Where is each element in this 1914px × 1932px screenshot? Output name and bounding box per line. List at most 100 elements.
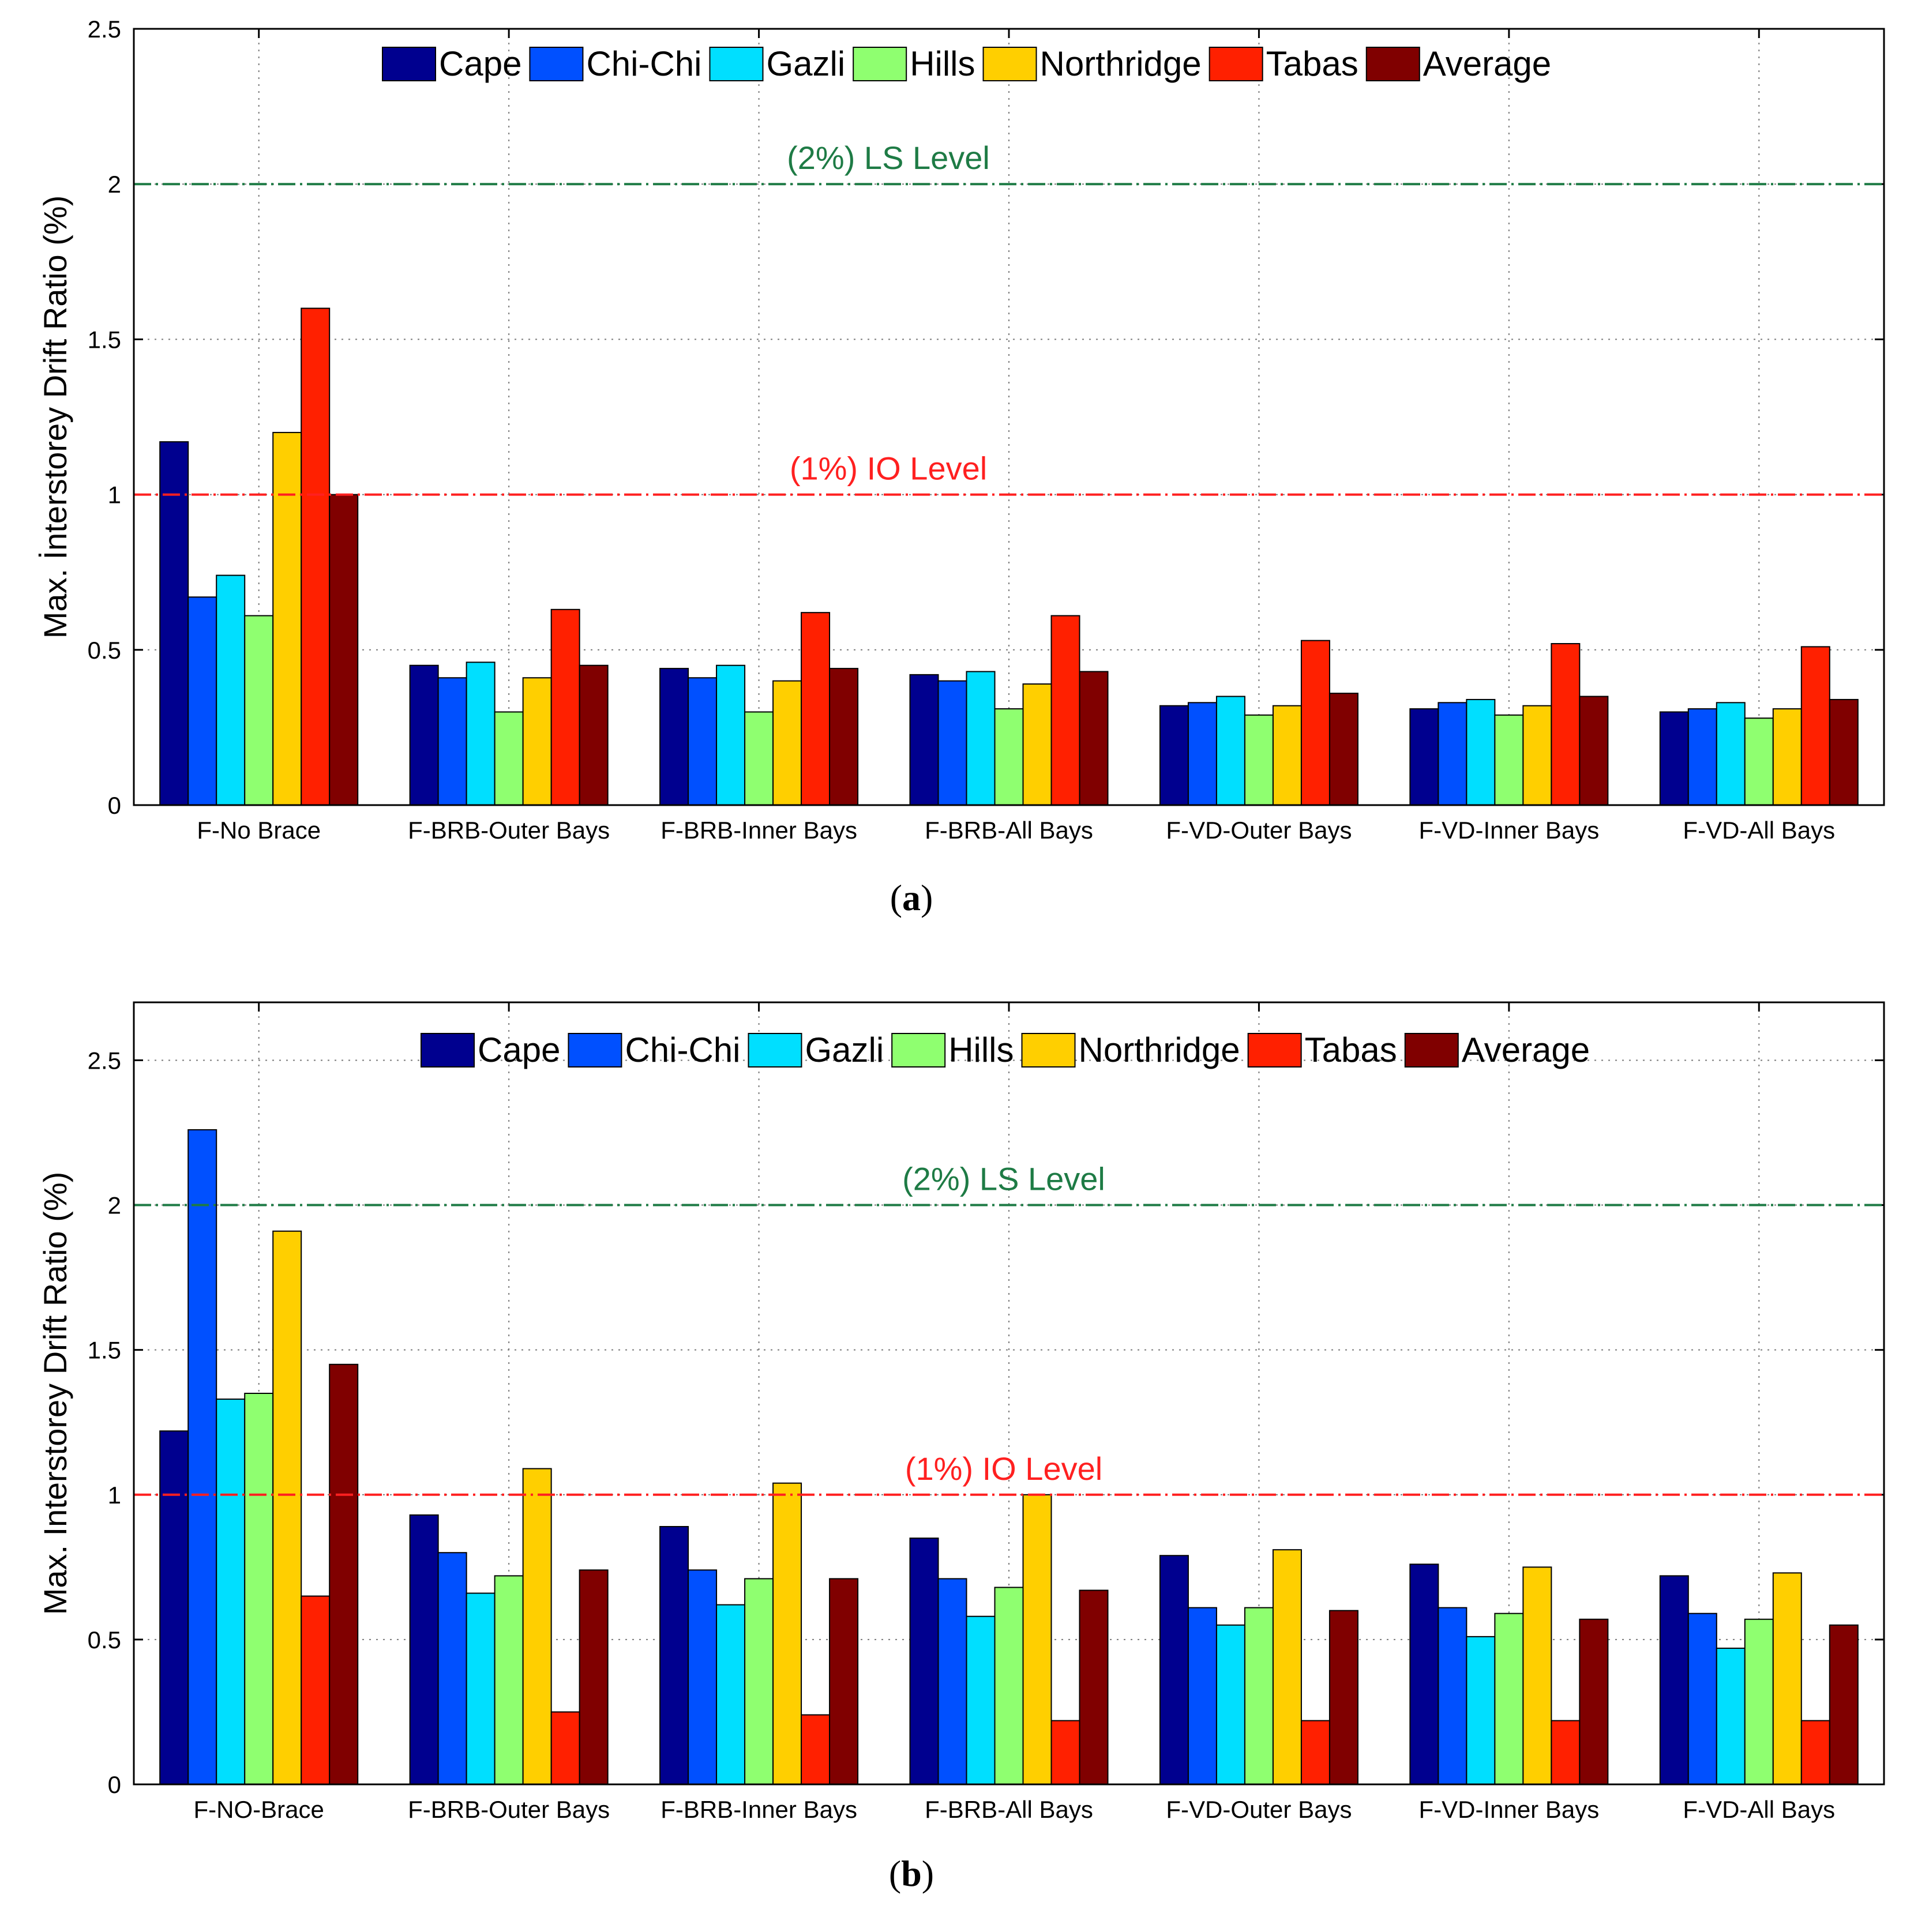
legend: Cape Chi-Chi Gazli Hills Northridge Tabas Aver…: [421, 1031, 1590, 1069]
bar-cape: [159, 441, 189, 806]
legend-label: Cape: [439, 44, 521, 83]
reference-line-label: (2%) LS Level: [787, 140, 990, 176]
bar-tabas: [1050, 1720, 1080, 1786]
bar-tabas: [1551, 643, 1581, 806]
chart-panel-a: 0 0.5 1 1.5 2 2.5 (2%) LS Level (1%) IO Level F-…: [37, 16, 1885, 918]
legend-label: Tabas: [1266, 44, 1358, 83]
bar-tabas: [1551, 1720, 1581, 1786]
bar-cape: [909, 1538, 939, 1785]
bar-cape: [1159, 705, 1189, 806]
x-tick-label: F-BRB-All Bays: [925, 817, 1093, 844]
legend-label: Chi-Chi: [625, 1031, 740, 1069]
bar-northridge: [522, 677, 552, 806]
bar-hills: [744, 1578, 774, 1785]
bar-chi-chi: [437, 1552, 467, 1785]
bar-cape: [409, 1514, 439, 1786]
bar-northridge: [1022, 1494, 1052, 1786]
legend-swatch: [529, 47, 584, 81]
bar-cape: [909, 674, 939, 806]
legend-label: Cape: [478, 1031, 560, 1069]
bar-cape: [1659, 711, 1689, 806]
bar-cape: [159, 1430, 189, 1785]
x-tick-label: F-NO-Brace: [194, 1796, 324, 1823]
x-tick-label: F-BRB-Outer Bays: [408, 1796, 610, 1823]
legend-label: Tabas: [1305, 1031, 1397, 1069]
bar-gazli: [716, 1604, 746, 1786]
bar-average: [829, 668, 859, 806]
reference-line-label: (1%) IO Level: [790, 450, 987, 487]
legend-swatch: [382, 47, 436, 81]
bar-northridge: [1772, 1572, 1802, 1785]
legend-swatch: [982, 47, 1037, 81]
legend-swatch: [1021, 1033, 1076, 1068]
x-tick-label: F-VD-Inner Bays: [1418, 1796, 1599, 1823]
bar-cape: [1159, 1555, 1189, 1785]
bar-gazli: [1716, 1647, 1746, 1786]
figure-caption: (b): [889, 1853, 934, 1894]
y-tick-label: 2: [108, 1192, 121, 1219]
legend-label: Gazli: [766, 44, 845, 83]
bar-hills: [994, 708, 1024, 806]
bar-northridge: [1022, 683, 1052, 806]
bar-tabas: [801, 612, 831, 806]
bar-tabas: [801, 1714, 831, 1785]
y-axis-label: Max. İnterstorey Drift Ratio (%): [37, 196, 73, 639]
x-tick-label: F-No Brace: [197, 817, 321, 844]
bar-average: [1829, 698, 1859, 806]
bar-tabas: [1300, 640, 1330, 806]
bar-average: [1579, 696, 1609, 806]
bar-cape: [659, 668, 689, 806]
legend-swatch: [853, 47, 907, 81]
bar-average: [1079, 1589, 1109, 1786]
y-tick-label: 0: [108, 1771, 121, 1798]
legend: Cape Chi-Chi Gazli Hills Northridge Tabas Aver…: [382, 44, 1551, 83]
bar-northridge: [1272, 705, 1302, 806]
bar-tabas: [301, 307, 331, 806]
x-tick-label: F-VD-Outer Bays: [1166, 817, 1352, 844]
bar-chi-chi: [437, 677, 467, 806]
bar-average: [1829, 1624, 1859, 1786]
figure-caption: (a): [890, 877, 933, 918]
x-tick-label: F-BRB-All Bays: [925, 1796, 1093, 1823]
bar-northridge: [772, 1482, 802, 1786]
bar-chi-chi: [937, 1578, 967, 1785]
bar-hills: [244, 1393, 274, 1785]
bar-hills: [1744, 1618, 1774, 1786]
bar-gazli: [716, 664, 746, 806]
y-tick-label: 2.5: [88, 1047, 121, 1074]
bar-tabas: [1800, 646, 1830, 806]
y-tick-label: 1.5: [88, 1337, 121, 1364]
x-tick-label: F-BRB-Inner Bays: [660, 817, 857, 844]
y-tick-label: 0.5: [88, 637, 121, 664]
bar-gazli: [466, 661, 496, 806]
bar-hills: [244, 615, 274, 806]
bar-chi-chi: [1438, 1607, 1468, 1786]
bar-cape: [1659, 1575, 1689, 1785]
bar-gazli: [1466, 1636, 1496, 1786]
bar-chi-chi: [937, 680, 967, 806]
x-tick-label: F-VD-Outer Bays: [1166, 1796, 1352, 1823]
x-tick-label: F-VD-All Bays: [1683, 1796, 1835, 1823]
y-tick-label: 1: [108, 1482, 121, 1509]
bar-tabas: [1300, 1720, 1330, 1786]
bar-tabas: [301, 1595, 331, 1786]
bar-cape: [409, 664, 439, 806]
y-tick-label: 0.5: [88, 1626, 121, 1653]
legend-swatch: [1209, 47, 1263, 81]
y-tick-label: 2.5: [88, 16, 121, 43]
legend-swatch: [1247, 1033, 1302, 1068]
bar-tabas: [550, 608, 580, 806]
bar-average: [329, 1363, 359, 1786]
bar-gazli: [1466, 698, 1496, 806]
bar-hills: [994, 1587, 1024, 1785]
bar-chi-chi: [1687, 708, 1717, 806]
axes-frame: [133, 28, 1885, 806]
reference-line-label: (2%) LS Level: [902, 1161, 1105, 1197]
x-tick-label: F-BRB-Outer Bays: [408, 817, 610, 844]
bar-chi-chi: [1687, 1612, 1717, 1786]
bar-hills: [1244, 1607, 1274, 1786]
y-tick-label: 0: [108, 792, 121, 819]
bar-chi-chi: [688, 677, 718, 806]
legend-label: Northridge: [1079, 1031, 1240, 1069]
